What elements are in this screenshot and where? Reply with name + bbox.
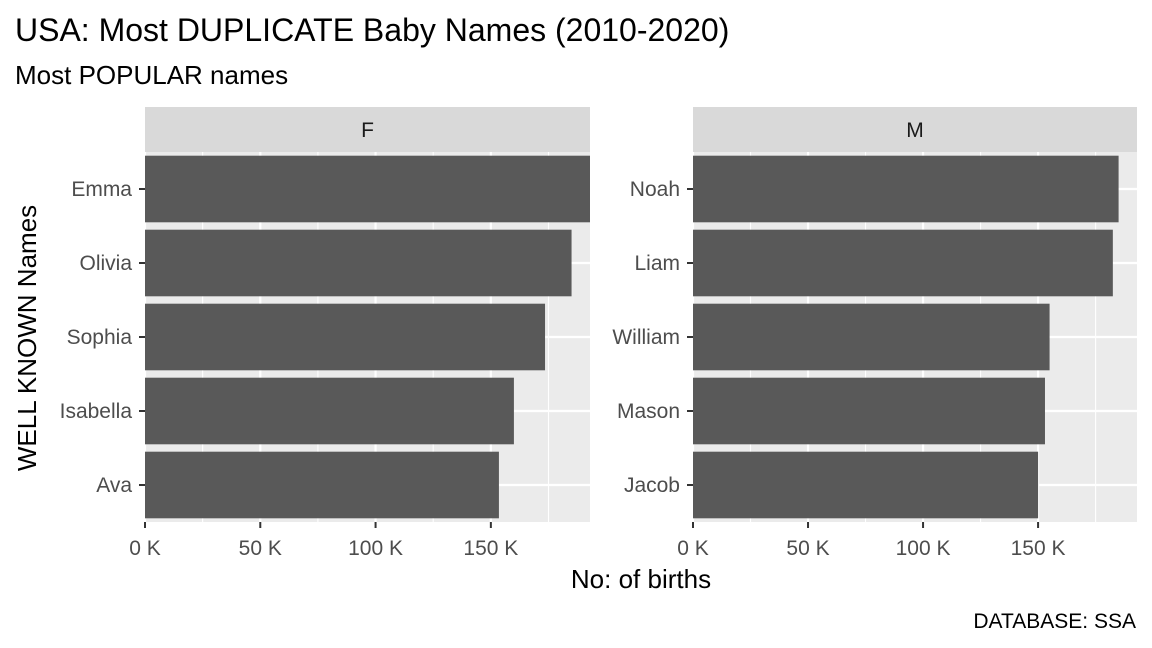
chart-title: USA: Most DUPLICATE Baby Names (2010-202… — [15, 12, 729, 48]
x-tick-label: 150 K — [1011, 537, 1066, 560]
bar-olivia — [145, 229, 572, 297]
facet-strip-label: M — [906, 119, 924, 142]
x-tick-label: 50 K — [786, 537, 829, 560]
facets: F Emma Olivia Sophia Isabella Ava 0 K 50 K 100 K… — [60, 107, 1137, 560]
chart-caption: DATABASE: SSA — [973, 610, 1136, 633]
y-tick-label: Sophia — [67, 326, 133, 349]
chart-subtitle: Most POPULAR names — [15, 60, 288, 90]
facet-panel-M: M Noah Liam William Mason Jacob 0 K 50 K 100 K 15… — [612, 107, 1137, 560]
y-tick-label: William — [612, 326, 680, 349]
bar-noah — [693, 155, 1119, 223]
y-tick-label: Noah — [630, 178, 680, 201]
x-tick-label: 0 K — [129, 537, 161, 560]
facet-panel-F: F Emma Olivia Sophia Isabella Ava 0 K 50 K 100 K… — [60, 107, 590, 560]
facet-strip — [145, 107, 590, 152]
bar-william — [693, 303, 1050, 371]
y-tick-label: Ava — [96, 474, 132, 497]
bar-mason — [693, 377, 1045, 445]
x-tick-label: 150 K — [463, 537, 518, 560]
facet-strip-label: F — [361, 119, 374, 142]
y-tick-label: Isabella — [60, 400, 133, 423]
y-tick-label: Olivia — [79, 252, 132, 275]
bar-jacob — [693, 451, 1039, 519]
x-tick-label: 100 K — [348, 537, 403, 560]
bar-emma — [145, 155, 590, 223]
x-tick-label: 50 K — [239, 537, 282, 560]
y-axis-title: WELL KNOWN Names — [12, 205, 42, 471]
bar-ava — [145, 451, 499, 519]
y-tick-label: Liam — [634, 252, 680, 275]
y-tick-label: Emma — [71, 178, 132, 201]
bar-isabella — [145, 377, 514, 445]
x-tick-label: 0 K — [677, 537, 709, 560]
facet-strip — [693, 107, 1137, 152]
bar-sophia — [145, 303, 546, 371]
bar-liam — [693, 229, 1113, 297]
y-tick-label: Mason — [617, 400, 680, 423]
x-tick-label: 100 K — [896, 537, 951, 560]
x-axis-title: No: of births — [571, 564, 711, 594]
y-tick-label: Jacob — [624, 474, 680, 497]
